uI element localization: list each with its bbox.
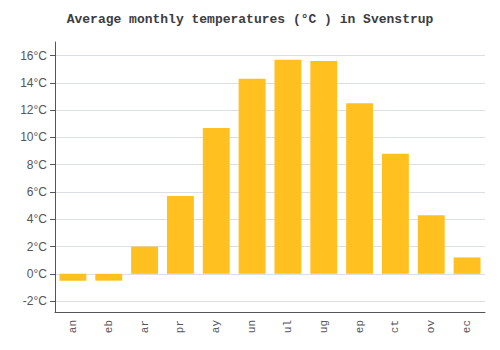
- svg-text:ct: ct: [389, 320, 401, 333]
- svg-text:ul: ul: [282, 320, 294, 333]
- svg-text:eb: eb: [103, 320, 115, 333]
- svg-text:an: an: [67, 320, 79, 333]
- svg-text:14°C: 14°C: [20, 76, 47, 90]
- svg-text:12°C: 12°C: [20, 103, 47, 117]
- svg-text:ay: ay: [210, 320, 222, 334]
- svg-text:4°C: 4°C: [27, 212, 47, 226]
- svg-text:8°C: 8°C: [27, 158, 47, 172]
- svg-text:2°C: 2°C: [27, 240, 47, 254]
- svg-text:0°C: 0°C: [27, 267, 47, 281]
- svg-text:ug: ug: [318, 320, 330, 333]
- svg-text:6°C: 6°C: [27, 185, 47, 199]
- svg-text:ov: ov: [425, 320, 437, 334]
- svg-text:pr: pr: [174, 320, 186, 333]
- svg-text:ec: ec: [461, 320, 473, 333]
- svg-text:ep: ep: [354, 320, 366, 333]
- svg-text:Average monthly temperatures (: Average monthly temperatures (°C ) in Sv…: [67, 12, 434, 27]
- svg-text:-2°C: -2°C: [23, 294, 47, 308]
- svg-text:16°C: 16°C: [20, 49, 47, 63]
- svg-text:un: un: [246, 320, 258, 333]
- svg-text:10°C: 10°C: [20, 130, 47, 144]
- svg-text:ar: ar: [139, 320, 151, 333]
